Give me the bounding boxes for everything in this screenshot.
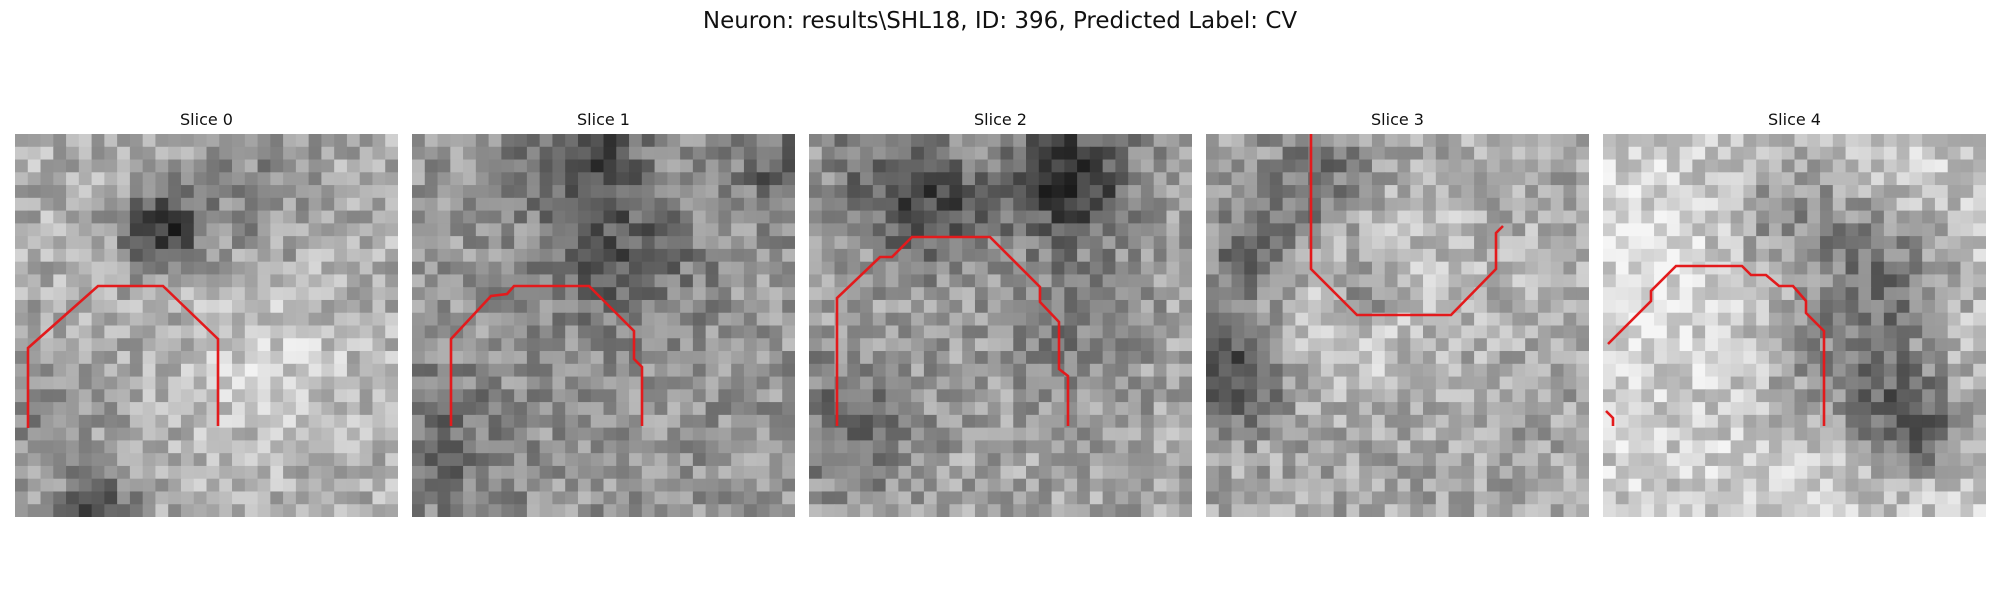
contour-line-3 bbox=[1309, 134, 1504, 317]
slice-image-4 bbox=[1603, 134, 1986, 517]
contour-line-1 bbox=[449, 284, 644, 426]
slice-panel-2: Slice 2 bbox=[809, 108, 1192, 517]
slice-title-1: Slice 1 bbox=[577, 110, 630, 129]
slice-image-0 bbox=[15, 134, 398, 517]
figure-title: Neuron: results\SHL18, ID: 396, Predicte… bbox=[702, 8, 1298, 34]
slice-title-4: Slice 4 bbox=[1768, 110, 1821, 129]
contour-line-2 bbox=[835, 235, 1070, 426]
contour-line-4a bbox=[1607, 264, 1826, 426]
slice-image-1 bbox=[412, 134, 795, 517]
slice-title-2: Slice 2 bbox=[974, 110, 1027, 129]
slice-panel-0: Slice 0 bbox=[15, 108, 398, 517]
slice-image-2 bbox=[809, 134, 1192, 517]
slice-panel-3: Slice 3 bbox=[1206, 108, 1589, 517]
slice-panel-1: Slice 1 bbox=[412, 108, 795, 517]
contour-line-4b bbox=[1605, 410, 1615, 426]
slice-panel-4: Slice 4 bbox=[1603, 108, 1986, 517]
contour-line-0 bbox=[26, 284, 220, 428]
slice-image-3 bbox=[1206, 134, 1589, 517]
slice-title-3: Slice 3 bbox=[1371, 110, 1424, 129]
slice-title-0: Slice 0 bbox=[180, 110, 233, 129]
